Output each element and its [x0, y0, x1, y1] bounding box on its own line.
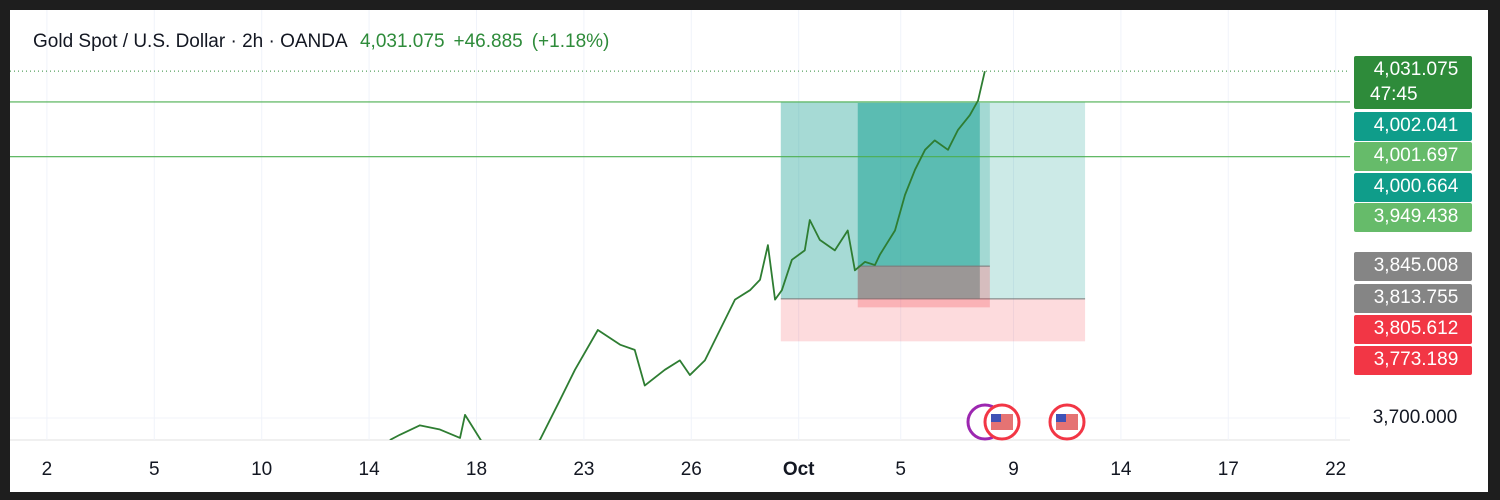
price-tag [1354, 173, 1472, 202]
quote-change-pct: (+1.18%) [532, 31, 610, 52]
price-tag-label: 4,000.664 [1374, 176, 1459, 197]
top-strip [0, 0, 1500, 10]
price-tag-label: 4,031.075 [1374, 59, 1459, 80]
price-tag [1354, 252, 1472, 281]
countdown: 47:45 [1370, 84, 1418, 105]
price-tag-label: 3,845.008 [1374, 255, 1459, 276]
price-tag [1354, 142, 1472, 171]
profit-zone [857, 103, 980, 267]
price-tag [1354, 56, 1472, 109]
price-tag [1354, 112, 1472, 141]
loss-zone [857, 266, 990, 308]
chart-title: Gold Spot / U.S. Dollar · 2h · OANDA [33, 31, 348, 52]
x-tick-label: 5 [149, 459, 160, 480]
y-tick-label: 3,700.000 [1373, 407, 1458, 428]
event-icons [966, 403, 1086, 441]
x-tick-label: 9 [1008, 459, 1019, 480]
x-tick-label: 18 [466, 459, 487, 480]
quote-change: +46.885 [454, 31, 523, 52]
x-tick-label: 14 [359, 459, 381, 480]
entry-fill-zone [857, 266, 980, 300]
x-tick-label: 14 [1110, 459, 1132, 480]
price-tag-label: 3,805.612 [1374, 318, 1459, 339]
price-tag-label: 4,001.697 [1374, 145, 1459, 166]
price-tag [1354, 315, 1472, 344]
price-tag-label: 3,949.438 [1374, 206, 1459, 227]
price-tag-label: 4,002.041 [1374, 115, 1459, 136]
x-tick-label: 23 [573, 459, 594, 480]
profit-zone-remaining [979, 101, 1086, 299]
bottom-frame [0, 492, 1500, 500]
right-frame [1488, 0, 1500, 500]
price-tag-label: 3,773.189 [1374, 349, 1459, 370]
loss-zone [780, 298, 1086, 342]
x-tick-label: 2 [42, 459, 53, 480]
x-tick-label: 10 [251, 459, 272, 480]
x-tick-label: 22 [1325, 459, 1346, 480]
price-tag [1354, 284, 1472, 313]
price-line [389, 70, 986, 440]
x-tick-label: 26 [681, 459, 702, 480]
price-tag [1354, 346, 1472, 375]
x-tick-label: Oct [783, 459, 815, 480]
x-tick-label: 17 [1218, 459, 1239, 480]
quote-price: 4,031.075 [360, 31, 445, 52]
left-frame [0, 0, 10, 500]
profit-zone-remaining [979, 103, 990, 267]
x-tick-label: 5 [895, 459, 906, 480]
price-tag [1354, 203, 1472, 232]
price-tag-label: 3,813.755 [1374, 287, 1459, 308]
